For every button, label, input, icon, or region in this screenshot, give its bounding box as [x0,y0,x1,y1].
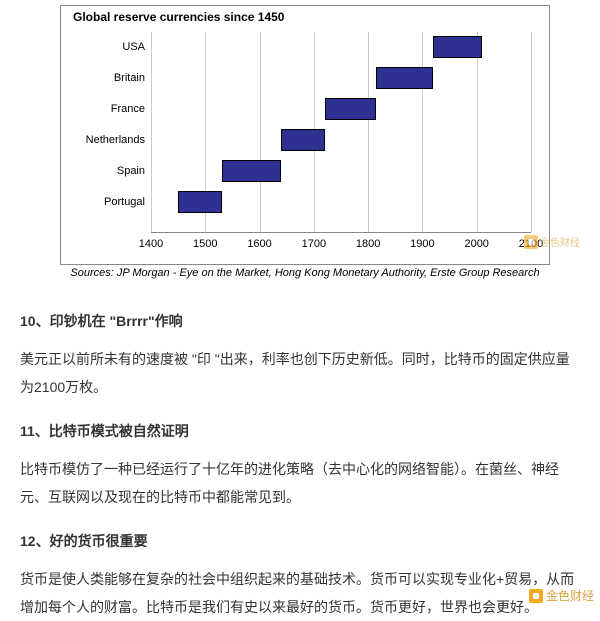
section-body: 比特币模仿了一种已经运行了十亿年的进化策略（去中心化的网络智能）。在菌丝、神经元… [20,455,580,511]
bar-row [151,160,531,184]
watermark-lower: 金色财经 [529,587,594,604]
chart-source: Sources: JP Morgan - Eye on the Market, … [60,267,550,279]
range-bar [325,98,377,120]
section-body: 货币是使人类能够在复杂的社会中组织起来的基础技术。货币可以实现专业化+贸易，从而… [20,565,580,621]
range-bar [433,36,482,58]
watermark-icon [524,235,538,249]
x-tick-label: 1900 [407,238,437,250]
chart-title: Global reserve currencies since 1450 [73,10,284,24]
watermark-icon [529,589,543,603]
range-bar [376,67,433,89]
bar-row [151,191,531,215]
x-axis [151,232,531,233]
range-bar [222,160,282,182]
y-category-label: Netherlands [65,134,145,146]
reserve-currency-chart: Global reserve currencies since 1450 140… [60,5,550,265]
y-category-label: USA [65,41,145,53]
x-tick-label: 2000 [462,238,492,250]
x-tick-label: 1700 [299,238,329,250]
bar-row [151,129,531,153]
bar-row [151,98,531,122]
x-tick-label: 1400 [136,238,166,250]
watermark-upper: 金色财经 [524,234,580,249]
bar-row [151,36,531,60]
section-heading: 11、比特币模式被自然证明 [20,421,580,441]
y-category-label: Spain [65,165,145,177]
watermark-text: 金色财经 [540,234,580,249]
section-heading: 10、印钞机在 "Brrrr"作响 [20,311,580,331]
watermark-text: 金色财经 [546,587,594,604]
gridline [531,32,532,232]
x-tick-label: 1500 [190,238,220,250]
range-bar [178,191,221,213]
x-tick-label: 1600 [245,238,275,250]
y-category-label: France [65,103,145,115]
section-heading: 12、好的货币很重要 [20,531,580,551]
y-category-label: Britain [65,72,145,84]
bar-row [151,67,531,91]
y-category-label: Portugal [65,196,145,208]
range-bar [281,129,324,151]
x-tick-label: 1800 [353,238,383,250]
section-body: 美元正以前所未有的速度被 "印 "出来，利率也创下历史新低。同时，比特币的固定供… [20,345,580,401]
